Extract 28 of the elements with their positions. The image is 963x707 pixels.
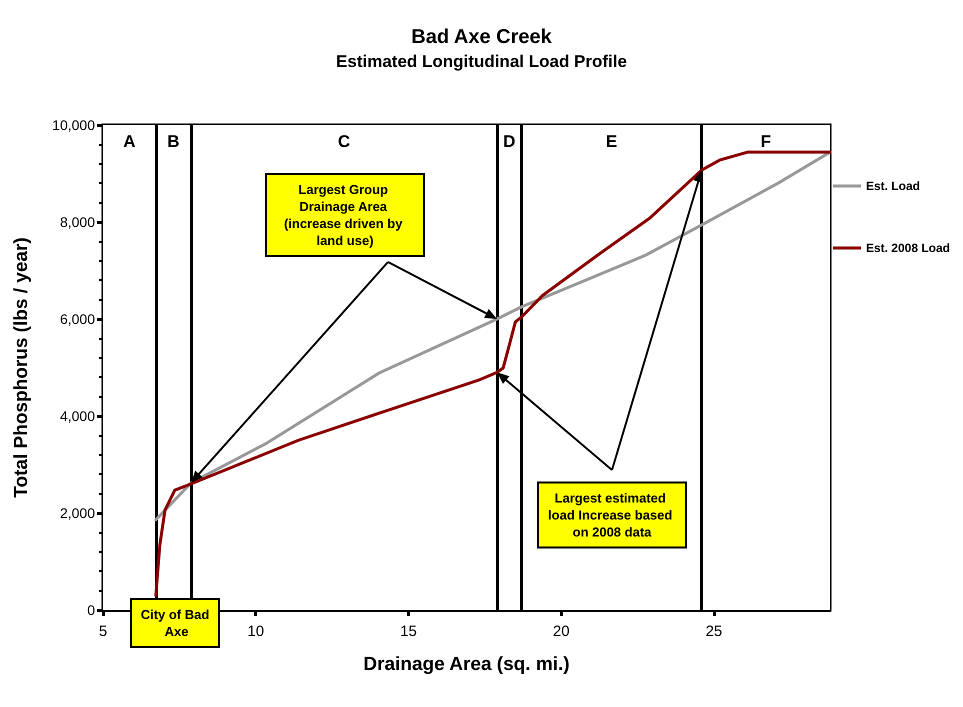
x-tick-label: 15 bbox=[400, 623, 417, 640]
annotation: City of Bad Axe bbox=[140, 607, 210, 639]
y-tick-label: 6,000 bbox=[60, 311, 96, 327]
x-tick-label: 5 bbox=[98, 623, 108, 640]
chart-title: Bad Axe Creek bbox=[411, 26, 553, 48]
y-axis-title: Total Phosphorus (lbs / year) bbox=[11, 237, 32, 498]
y-tick-label: 4,000 bbox=[60, 408, 96, 424]
chart-subtitle: Estimated Longitudinal Load Profile bbox=[336, 52, 627, 71]
line-series bbox=[154, 150, 832, 597]
x-tick-label: 25 bbox=[706, 623, 722, 640]
band-label: C bbox=[338, 132, 350, 151]
band-label: B bbox=[167, 132, 180, 151]
band-label: A bbox=[123, 132, 136, 151]
legend-label: Est. Load bbox=[866, 179, 920, 193]
annotation: Largest Group Drainage Area (increase driven by land use) bbox=[284, 182, 406, 248]
x-tick-label: 10 bbox=[247, 623, 264, 640]
y-tick-label: 8,000 bbox=[60, 214, 96, 230]
y-tick-label: 0 bbox=[87, 602, 96, 618]
line-series bbox=[154, 150, 832, 522]
annotation: Largest estimated load Increase based on 2008 data bbox=[548, 490, 676, 540]
band-label: E bbox=[606, 132, 618, 151]
legend-label: Est. 2008 Load bbox=[866, 241, 950, 255]
x-tick-label: 20 bbox=[552, 623, 570, 640]
band-label: D bbox=[503, 132, 516, 151]
x-axis-title: Drainage Area (sq. mi.) bbox=[363, 654, 570, 675]
y-tick-label: 10,000 bbox=[52, 117, 96, 133]
y-tick-label: 2,000 bbox=[60, 505, 96, 521]
band-label: F bbox=[760, 132, 772, 151]
